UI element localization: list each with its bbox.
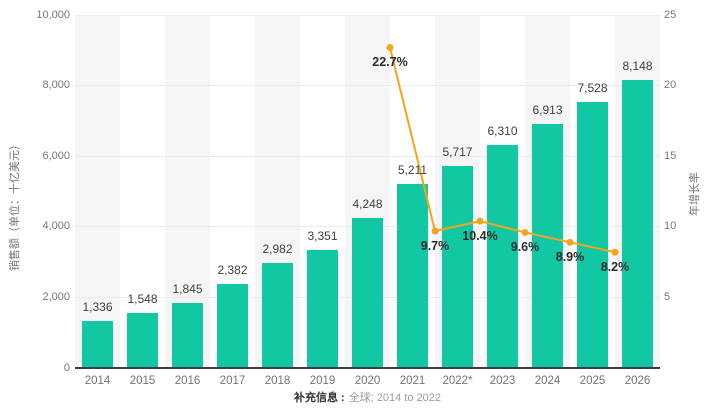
bar-2019: [307, 249, 338, 368]
gridline: [75, 155, 660, 157]
bar-2018: [262, 262, 293, 368]
x-tick-label: 2015: [129, 375, 156, 387]
column-stripe: [75, 15, 120, 368]
x-tick-label: 2022*: [442, 375, 473, 387]
bar-value-label: 6,913: [532, 102, 563, 117]
bar-2020: [352, 218, 383, 368]
bar-value-label: 4,248: [352, 197, 383, 212]
bar-value-label: 3,351: [307, 228, 338, 243]
y-tick-label-right: 10: [664, 220, 677, 233]
line-value-label: 8.9%: [555, 250, 585, 265]
bar-value-label: 2,382: [217, 262, 248, 277]
x-tick-label: 2026: [624, 375, 651, 387]
x-tick-label: 2017: [219, 375, 246, 387]
x-tick-label: 2023: [489, 375, 516, 387]
line-value-label: 22.7%: [372, 55, 408, 70]
footnote: 补充信息 : 全球; 2014 to 2022: [75, 392, 660, 405]
y-tick-label-left: 10,000: [36, 8, 70, 21]
x-tick-label: 2024: [534, 375, 561, 387]
bar-value-label: 7,528: [577, 81, 608, 96]
left-axis-title: 销售额（单位：十亿美元）: [9, 139, 21, 271]
bar-value-label: 5,717: [442, 145, 473, 160]
bar-value-label: 8,148: [622, 59, 653, 74]
y-tick-label-left: 4,000: [42, 220, 70, 233]
bar-2017: [217, 283, 248, 368]
y-tick-label-left: 0: [63, 361, 70, 374]
footnote-label: 补充信息 :: [293, 392, 345, 404]
y-tick-label-right: 25: [664, 8, 677, 21]
y-tick-label-left: 8,000: [42, 79, 70, 92]
gridline: [75, 85, 660, 87]
x-tick-label: 2018: [264, 375, 291, 387]
y-tick-label-right: 5: [664, 290, 671, 303]
x-tick-label: 2019: [309, 375, 336, 387]
x-tick-label: 2014: [84, 375, 111, 387]
bar-value-label: 5,211: [397, 163, 428, 178]
line-value-label: 8.2%: [600, 260, 630, 275]
line-value-label: 9.7%: [420, 239, 450, 254]
y-tick-label-left: 2,000: [42, 290, 70, 303]
y-tick-label-right: 20: [664, 79, 677, 92]
bar-value-label: 1,548: [127, 292, 158, 307]
bar-value-label: 1,845: [172, 281, 203, 296]
y-tick-label-left: 6,000: [42, 149, 70, 162]
bar-2014: [82, 320, 113, 368]
x-tick-label: 2021: [399, 375, 426, 387]
line-value-label: 9.6%: [510, 240, 540, 255]
y-tick-label-right: 15: [664, 149, 677, 162]
x-axis-line: [75, 367, 660, 369]
bar-2026: [622, 80, 653, 368]
bar-2016: [172, 302, 203, 368]
bar-value-label: 6,310: [487, 124, 518, 139]
x-tick-label: 2020: [354, 375, 381, 387]
line-value-label: 10.4%: [462, 229, 498, 244]
gridline: [75, 14, 660, 16]
x-tick-label: 2025: [579, 375, 606, 387]
footnote-text: 全球; 2014 to 2022: [348, 392, 442, 404]
right-axis-title: 年增长率: [689, 172, 701, 216]
bar-value-label: 2,982: [262, 241, 293, 256]
x-tick-label: 2016: [174, 375, 201, 387]
bar-value-label: 1,336: [82, 299, 113, 314]
bar-2015: [127, 313, 158, 368]
